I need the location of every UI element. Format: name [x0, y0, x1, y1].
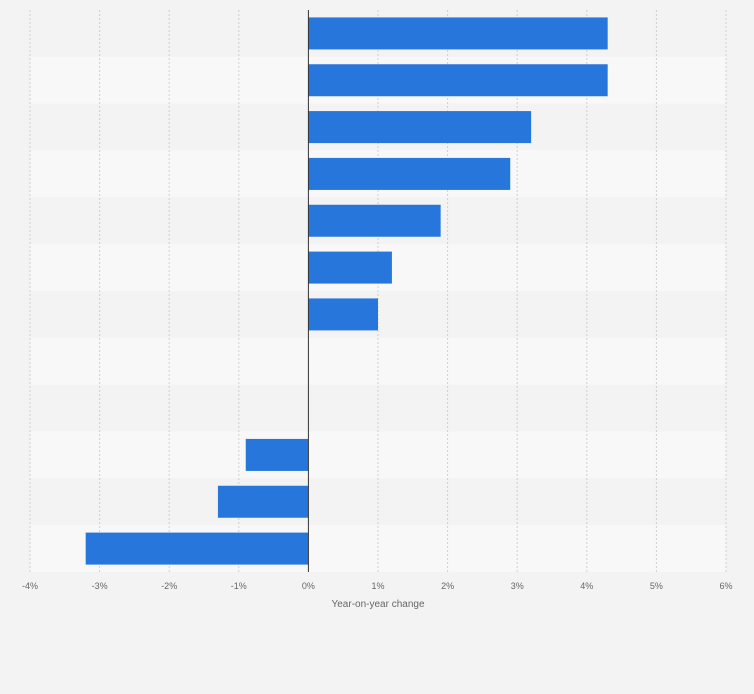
bar[interactable] — [217, 485, 309, 518]
bar[interactable] — [308, 204, 441, 237]
x-tick-label: 1% — [371, 581, 384, 591]
x-tick-label: -1% — [231, 581, 247, 591]
row-band — [30, 337, 726, 385]
bar[interactable] — [308, 111, 532, 144]
bar[interactable] — [85, 532, 309, 565]
x-tick-label: 0% — [302, 581, 315, 591]
x-tick-label: 3% — [511, 581, 524, 591]
bar[interactable] — [308, 17, 608, 50]
x-tick-label: 5% — [650, 581, 663, 591]
bars — [85, 17, 608, 565]
bar[interactable] — [245, 438, 309, 471]
x-tick-label: 6% — [719, 581, 732, 591]
x-axis-title: Year-on-year change — [331, 599, 424, 610]
bar[interactable] — [308, 64, 608, 97]
bar[interactable] — [308, 251, 392, 284]
x-tick-label: -2% — [161, 581, 177, 591]
bar[interactable] — [308, 157, 511, 190]
x-tick-label: -3% — [92, 581, 108, 591]
bar[interactable] — [308, 298, 378, 331]
x-tick-label: 4% — [580, 581, 593, 591]
x-tick-label: 2% — [441, 581, 454, 591]
grid-lines — [29, 10, 727, 572]
x-tick-label: -4% — [22, 581, 38, 591]
x-tick-labels: -4% -3% -2% -1% 0% 1% 2% 3% 4% 5% 6% — [22, 581, 733, 591]
